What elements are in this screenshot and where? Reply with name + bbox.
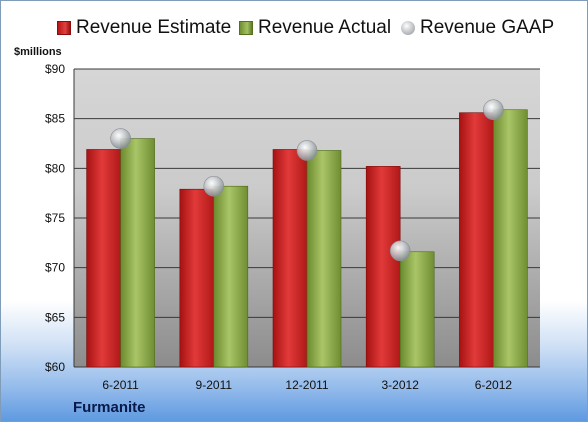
legend-label-revenue-gaap: Revenue GAAP (420, 17, 555, 38)
legend-label-revenue-estimate: Revenue Estimate (76, 17, 232, 38)
legend: Revenue Estimate Revenue Actual Revenue … (1, 15, 587, 41)
legend-item-revenue-gaap: Revenue GAAP (401, 15, 554, 41)
x-tick-label: 6-2011 (102, 378, 139, 392)
x-tick-label: 12-2011 (285, 378, 328, 392)
legend-label-revenue-actual: Revenue Actual (258, 17, 392, 38)
bar-revenue-actual (306, 150, 342, 368)
marker-revenue-gaap (110, 128, 131, 149)
company-name: Furmanite (73, 399, 146, 416)
bars (86, 109, 528, 368)
bar-revenue-estimate (272, 149, 308, 368)
chart-svg: $60 $65 $70 $75 $80 $85 $90 6-2011 9-2011 12-201… (45, 62, 540, 392)
bar-revenue-estimate (459, 112, 494, 368)
marker-revenue-gaap (203, 175, 225, 197)
bar-revenue-estimate (365, 166, 401, 368)
legend-swatch-revenue-estimate (57, 21, 71, 35)
legend-swatch-revenue-actual (239, 21, 253, 35)
bar-revenue-estimate (179, 188, 215, 368)
bar-revenue-actual (493, 109, 528, 368)
y-tick-label: $65 (45, 310, 65, 324)
y-tick-label: $80 (45, 161, 65, 175)
y-axis-ticks: $60 $65 $70 $75 $80 $85 $90 (45, 62, 65, 374)
x-axis-ticks: 6-2011 9-2011 12-2011 3-2012 6-2012 (102, 378, 512, 392)
legend-marker-revenue-gaap (401, 21, 415, 35)
legend-item-revenue-estimate: Revenue Estimate (57, 15, 231, 41)
y-tick-label: $70 (45, 261, 65, 275)
marker-revenue-gaap (483, 99, 504, 121)
marker-revenue-gaap (389, 240, 411, 262)
y-tick-label: $90 (45, 62, 65, 76)
bar-revenue-estimate (86, 149, 121, 368)
y-tick-label: $85 (45, 112, 65, 126)
y-tick-label: $75 (45, 211, 65, 225)
y-tick-label: $60 (45, 360, 65, 374)
x-tick-label: 3-2012 (382, 378, 420, 392)
bar-revenue-actual (213, 185, 249, 368)
gaap-markers (110, 99, 504, 262)
bar-revenue-actual (120, 138, 155, 368)
legend-item-revenue-actual: Revenue Actual (239, 15, 391, 41)
bar-revenue-actual (399, 251, 435, 368)
x-tick-label: 9-2011 (196, 378, 233, 392)
y-unit-label: $millions (14, 46, 62, 58)
marker-revenue-gaap (296, 140, 318, 161)
x-tick-label: 6-2012 (475, 378, 513, 392)
